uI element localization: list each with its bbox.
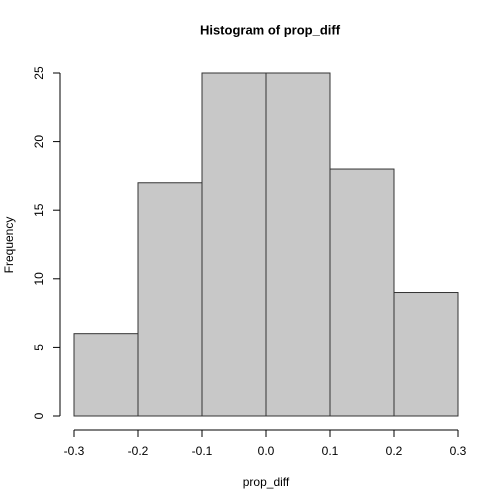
x-tick-label: 0.1 (322, 444, 339, 458)
x-tick-label: -0.1 (192, 444, 213, 458)
bar (265, 72, 331, 417)
x-tick-label: 0.2 (386, 444, 403, 458)
y-axis-label: Frequency (2, 217, 16, 274)
x-tick-label: 0.3 (450, 444, 467, 458)
y-tick-label: 25 (32, 66, 46, 80)
bar (393, 292, 459, 417)
y-tick-label: 0 (32, 412, 46, 419)
y-tick-label: 10 (32, 272, 46, 286)
x-tick-label: -0.3 (64, 444, 85, 458)
x-tick-label: -0.2 (128, 444, 149, 458)
x-tick-label: 0.0 (258, 444, 275, 458)
chart-title: Histogram of prop_diff (200, 22, 341, 37)
x-axis-label: prop_diff (243, 475, 290, 489)
bar (137, 182, 203, 417)
y-tick-label: 5 (32, 344, 46, 351)
y-tick-label: 20 (32, 135, 46, 149)
bar (329, 168, 395, 417)
bar (201, 72, 267, 417)
bar (73, 333, 139, 417)
y-tick-label: 15 (32, 203, 46, 217)
